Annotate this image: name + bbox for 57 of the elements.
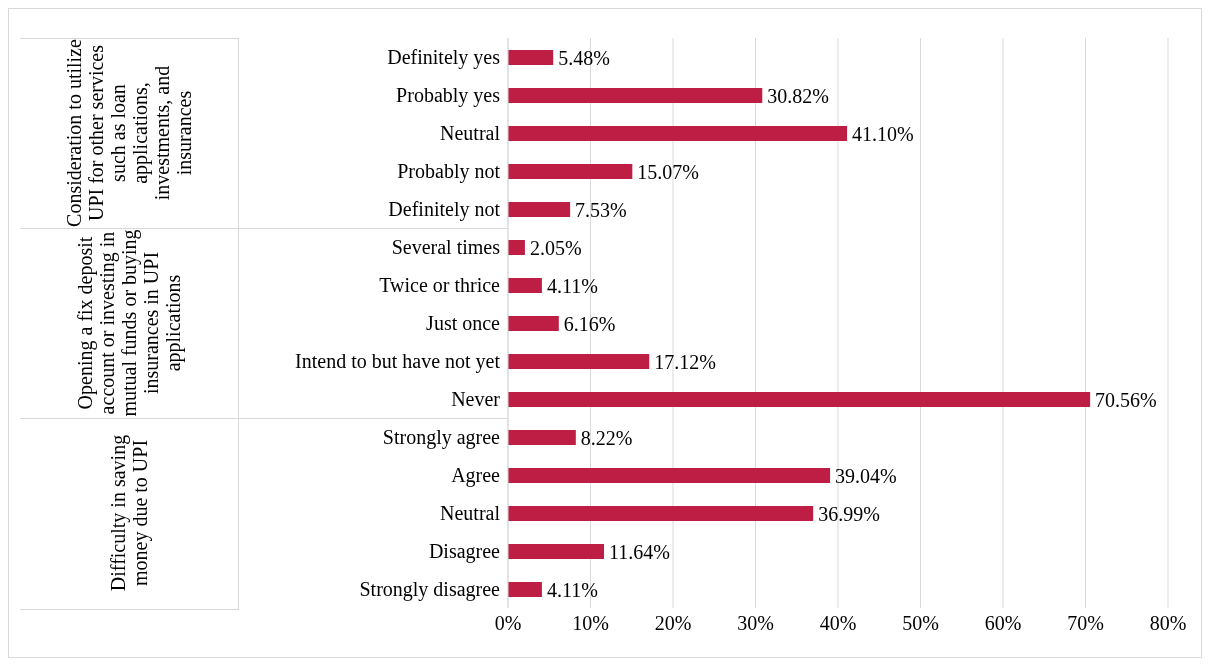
y-tick-label: Neutral [440, 502, 501, 525]
bar [508, 88, 763, 103]
data-label: 2.05% [529, 236, 582, 259]
bar [508, 202, 571, 217]
bar [508, 278, 542, 293]
x-tick-label: 70% [1067, 612, 1104, 635]
y-tick-label: Strongly agree [382, 426, 501, 450]
y-tick-label: Just once [426, 312, 501, 335]
bar [508, 392, 1091, 407]
x-tick-label: 10% [572, 612, 609, 635]
data-label: 5.48% [558, 46, 610, 69]
bar [508, 354, 650, 369]
text: Consideration to utilize UPI for other services such as loan applications, investments, and insurances [63, 38, 195, 228]
data-label: 70.56% [1095, 388, 1157, 411]
data-label: 41.10% [852, 122, 914, 145]
y-tick-label: Strongly disagree [359, 578, 501, 602]
data-label: 6.16% [563, 312, 616, 335]
y-tick-label: Agree [451, 464, 501, 488]
y-tick-label: Never [451, 388, 501, 411]
y-tick-label: Probably not [397, 160, 501, 184]
data-label: 11.64% [609, 540, 670, 563]
data-label: 39.04% [835, 464, 897, 487]
y-tick-label: Twice or thrice [379, 274, 501, 297]
data-label: 7.53% [575, 198, 627, 221]
bar [508, 430, 576, 445]
bar [508, 506, 814, 521]
text: Difficulty in saving money due to UPI [107, 433, 151, 594]
data-label: 17.12% [654, 350, 716, 373]
y-tick-label: Disagree [428, 540, 501, 564]
data-label: 4.11% [546, 274, 598, 297]
x-tick-label: 40% [819, 612, 857, 635]
y-tick-label: Intend to but have not yet [295, 350, 501, 374]
bar [508, 50, 554, 65]
bar [508, 240, 525, 255]
data-label: 4.11% [546, 578, 598, 601]
x-tick-label: 0% [494, 612, 522, 635]
data-label: 15.07% [637, 160, 699, 183]
bar [508, 164, 633, 179]
y-tick-label: Probably yes [396, 84, 501, 108]
text: Opening a fix deposit account or investing in mutual funds or buying insurances in UPI applications [74, 228, 184, 418]
y-tick-label: Neutral [440, 122, 501, 145]
x-tick-label: 80% [1149, 612, 1187, 635]
x-tick-label: 60% [984, 612, 1022, 635]
y-tick-label: Definitely yes [387, 46, 501, 70]
x-tick-label: 30% [737, 612, 774, 635]
y-tick-label: Definitely not [388, 198, 501, 222]
data-label: 8.22% [580, 426, 633, 449]
bar [508, 468, 831, 483]
data-label: 30.82% [767, 84, 829, 107]
bar [508, 126, 848, 141]
data-label: 36.99% [818, 502, 880, 525]
bar [508, 316, 559, 331]
bar [508, 582, 542, 597]
bar [508, 544, 605, 559]
y-tick-label: Several times [391, 236, 501, 259]
x-tick-label: 50% [902, 612, 939, 635]
x-tick-label: 20% [654, 612, 692, 635]
